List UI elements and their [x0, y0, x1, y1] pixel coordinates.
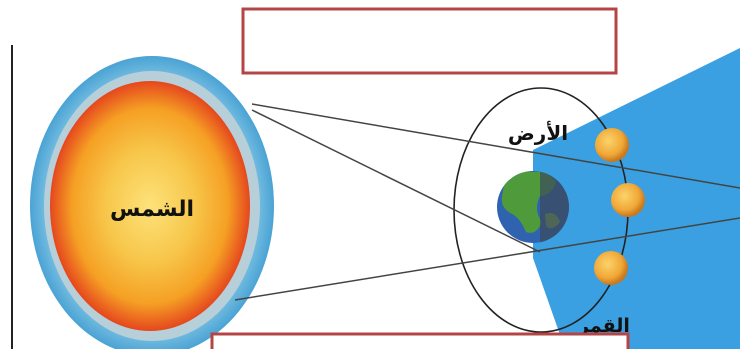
moon-label: القمر — [577, 315, 630, 337]
ray-lower-outer — [234, 217, 740, 301]
moon-positions: القمر — [577, 128, 645, 337]
moon-bottom — [594, 251, 628, 285]
answer-box-bottom[interactable] — [210, 332, 630, 349]
sun: الشمس — [30, 56, 274, 349]
ray-upper-outer — [251, 103, 740, 189]
ray-upper-inner — [251, 109, 541, 253]
moon-middle — [611, 183, 645, 217]
moon-top — [595, 128, 629, 162]
earth-label: الأرض — [508, 120, 568, 145]
sun-label: الشمس — [110, 197, 194, 222]
answer-box-top[interactable] — [241, 7, 618, 75]
sun-body — [50, 81, 250, 331]
sun-rays — [234, 103, 740, 301]
earth: الأرض — [497, 120, 569, 243]
